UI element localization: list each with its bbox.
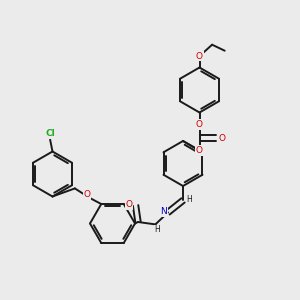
Text: O: O bbox=[125, 200, 133, 209]
Text: O: O bbox=[83, 190, 90, 199]
Text: O: O bbox=[196, 120, 203, 129]
Text: O: O bbox=[196, 146, 203, 155]
Text: Cl: Cl bbox=[45, 129, 55, 138]
Text: H: H bbox=[154, 225, 160, 234]
Text: N: N bbox=[160, 207, 167, 216]
Text: H: H bbox=[187, 195, 193, 204]
Text: O: O bbox=[196, 52, 203, 61]
Text: O: O bbox=[218, 134, 226, 142]
